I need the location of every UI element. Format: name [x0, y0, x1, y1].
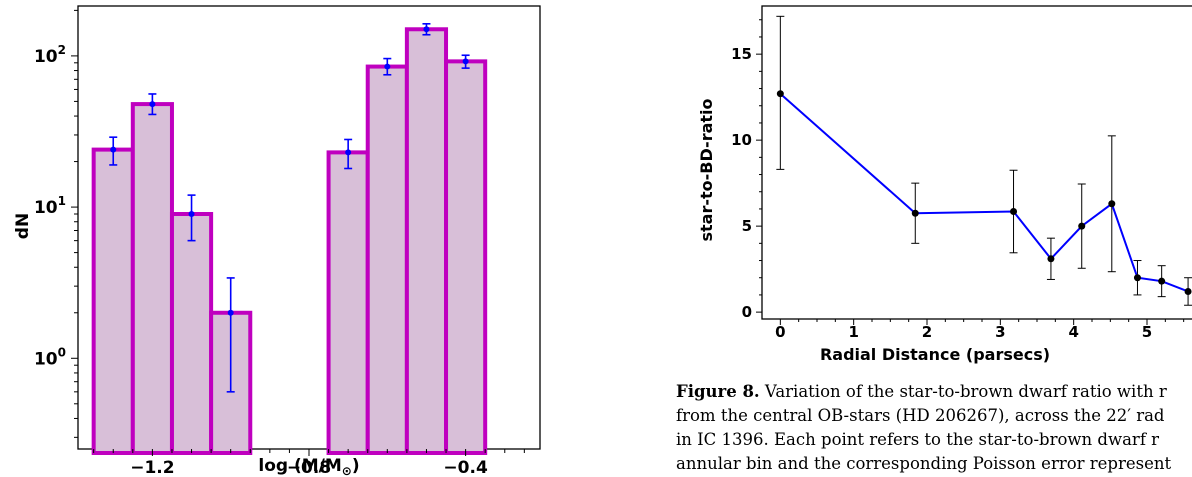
data-point	[1078, 222, 1086, 230]
plot-frame	[761, 5, 1192, 320]
histogram-bar	[169, 212, 214, 455]
y-tick-label: 0	[742, 303, 752, 321]
histogram-bar	[444, 59, 488, 455]
caption-line-1: Figure 8. Variation of the star-to-brown…	[676, 382, 1167, 401]
x-tick-label: 5	[1142, 323, 1152, 341]
data-point	[423, 26, 430, 33]
histogram-bar	[404, 27, 449, 455]
histogram-bar	[91, 147, 135, 455]
histogram-bar	[130, 102, 174, 456]
histogram-bar	[365, 64, 409, 455]
data-point	[911, 209, 919, 217]
data-point	[188, 211, 195, 218]
data-point	[110, 146, 117, 153]
x-tick-label: −1.2	[130, 458, 174, 477]
data-point	[384, 63, 391, 70]
x-tick-label: −0.4	[443, 458, 488, 477]
data-point	[1133, 274, 1141, 282]
histogram-bar	[326, 150, 370, 455]
data-point	[227, 309, 234, 316]
error-bar	[226, 277, 235, 393]
x-tick-label: 0	[775, 323, 785, 341]
y-tick-label: 10	[731, 131, 752, 149]
x-axis-label: Radial Distance (parsecs)	[820, 345, 1050, 364]
x-axis-label: log (M/M⊙)	[258, 456, 359, 477]
data-point	[1010, 208, 1018, 216]
y-axis-label: dN	[13, 213, 33, 239]
data-point	[776, 90, 784, 98]
data-point	[149, 101, 156, 108]
y-tick-label: 100	[34, 345, 66, 369]
error-bar	[187, 194, 196, 242]
y-axis-label: star-to-BD-ratio	[697, 98, 716, 241]
data-point	[1184, 287, 1192, 295]
caption-line-4: annular bin and the corresponding Poisso…	[676, 454, 1172, 473]
caption-line-3: in IC 1396. Each point refers to the sta…	[676, 430, 1160, 449]
data-point	[462, 58, 469, 65]
x-tick-label: 1	[848, 323, 858, 341]
data-point	[1158, 277, 1166, 285]
figure-label: Figure 8.	[676, 382, 760, 401]
ratio-series-line	[779, 92, 1189, 293]
data-point	[1047, 255, 1055, 263]
x-tick-label: 2	[922, 323, 932, 341]
y-tick-label: 101	[34, 194, 66, 218]
caption-line-2: from the central OB-stars (HD 206267), a…	[676, 406, 1165, 425]
data-point	[345, 149, 352, 156]
y-tick-label: 5	[742, 217, 752, 235]
y-tick-label: 15	[731, 45, 752, 63]
x-tick-label: 3	[995, 323, 1005, 341]
x-tick-label: 4	[1068, 323, 1078, 341]
figure-caption: Figure 8. Variation of the star-to-brown…	[676, 380, 1192, 476]
mass-function-histogram: −1.2 −0.8 −0.4 100 101 102 log (M/M⊙) dN	[13, 5, 541, 477]
data-point	[1108, 200, 1116, 208]
x-tick-label: −0.8	[287, 458, 331, 477]
y-tick-label: 102	[34, 43, 66, 67]
